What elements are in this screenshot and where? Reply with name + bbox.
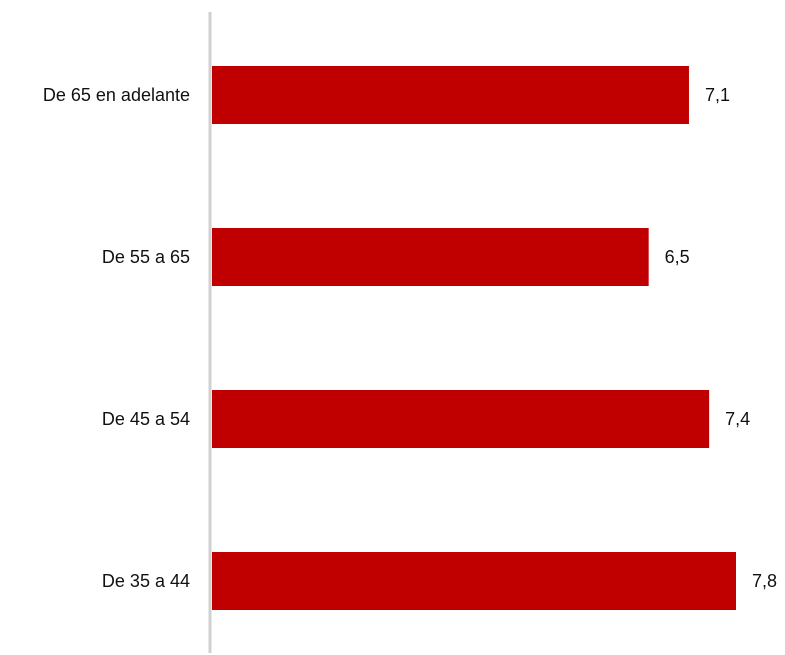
category-label-2: De 45 a 54 (102, 409, 190, 429)
value-labels-group: 7,1 6,5 7,4 7,8 (665, 85, 777, 591)
bar-3 (212, 552, 736, 610)
bar-0 (212, 66, 689, 124)
value-label-2: 7,4 (725, 409, 750, 429)
category-labels-group: De 65 en adelante De 55 a 65 De 45 a 54 De … (43, 85, 190, 591)
category-label-3: De 35 a 44 (102, 571, 190, 591)
bars-group (212, 66, 736, 610)
value-label-1: 6,5 (665, 247, 690, 267)
bar-1 (212, 228, 649, 286)
bar-2 (212, 390, 710, 448)
value-label-3: 7,8 (752, 571, 777, 591)
value-label-0: 7,1 (705, 85, 730, 105)
category-label-1: De 55 a 65 (102, 247, 190, 267)
category-label-0: De 65 en adelante (43, 85, 190, 105)
